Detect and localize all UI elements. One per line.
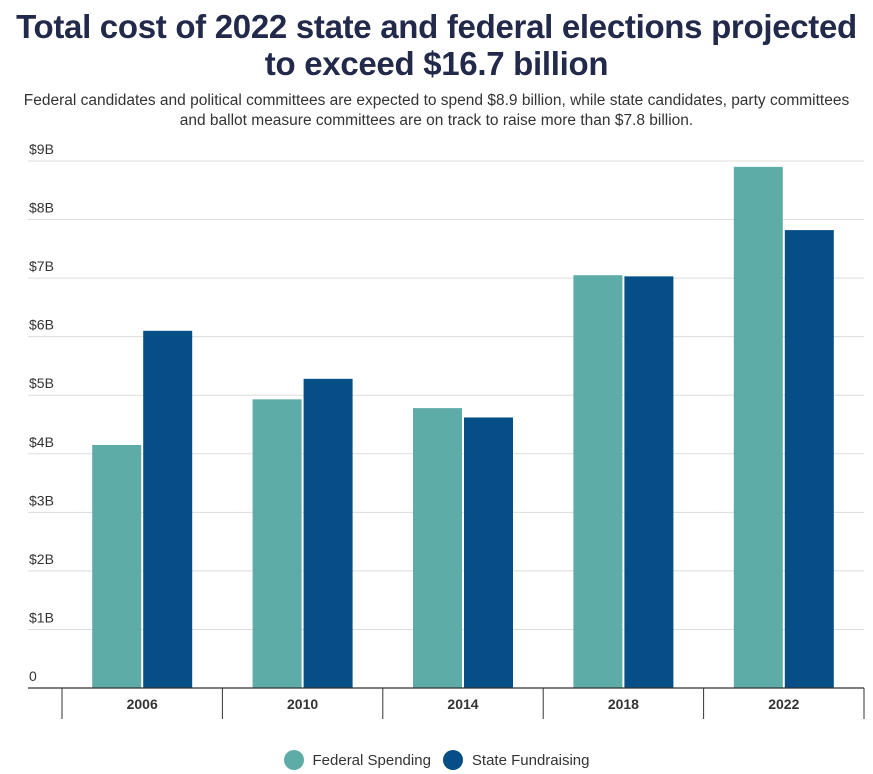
bar-federal-2018 [573, 275, 623, 688]
bar-federal-2006 [92, 444, 142, 688]
chart-subtitle: Federal candidates and political committ… [23, 92, 850, 129]
legend-item-federal: Federal Spending [283, 750, 431, 770]
x-tick-label-2006: 2006 [127, 696, 158, 712]
bar-federal-2014 [413, 408, 462, 688]
legend: Federal Spending State Fundraising [0, 750, 873, 770]
x-tick-label-2010: 2010 [287, 696, 318, 712]
bar-state-2022 [784, 230, 834, 688]
bar-federal-2010 [252, 399, 302, 688]
y-tick-label-6: $6B [29, 317, 54, 333]
bar-state-2018 [624, 276, 674, 688]
bar-state-2010 [303, 378, 353, 688]
bar-federal-2022 [733, 166, 783, 688]
legend-label-state: State Fundraising [471, 751, 590, 769]
y-tick-label-4: $4B [29, 434, 54, 450]
y-tick-label-7: $7B [29, 258, 54, 274]
y-tick-label-8: $8B [29, 200, 54, 216]
bar-state-2006 [143, 330, 193, 688]
chart-title: Total cost of 2022 state and federal ele… [16, 8, 857, 82]
y-tick-label-2: $2B [29, 551, 54, 567]
x-tick-label-2022: 2022 [768, 696, 799, 712]
bar-state-2014 [464, 417, 513, 688]
bar-chart: 0 $1B $2B $3B $4B $5B $6B $7B $8B $9B 2006 2010 2014… [28, 141, 865, 719]
y-tick-label-9: $9B [29, 141, 54, 157]
x-tick-label-2014: 2014 [447, 696, 478, 712]
legend-swatch-state [442, 750, 463, 770]
legend-item-state: State Fundraising [442, 750, 590, 770]
y-tick-label-0: 0 [29, 668, 37, 684]
legend-swatch-federal [283, 750, 304, 770]
y-tick-label-1: $1B [29, 609, 54, 625]
y-tick-label-3: $3B [29, 492, 54, 508]
y-tick-label-5: $5B [29, 375, 54, 391]
x-tick-label-2018: 2018 [608, 696, 639, 712]
legend-label-federal: Federal Spending [312, 751, 431, 769]
